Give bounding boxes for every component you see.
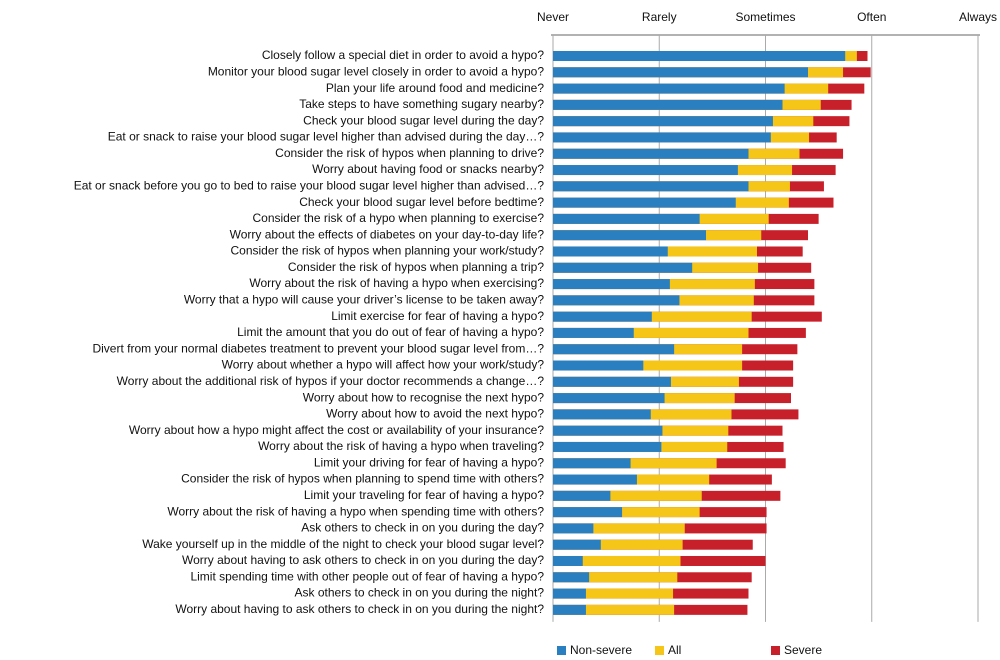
y-tick-label: Worry about the risk of having a hypo wh… xyxy=(249,276,544,290)
y-tick-label: Consider the risk of a hypo when plannin… xyxy=(252,211,544,225)
bar xyxy=(553,425,663,436)
bar xyxy=(553,474,637,485)
bar xyxy=(553,572,590,583)
y-tick-label: Closely follow a special diet in order t… xyxy=(262,48,544,62)
y-tick-label: Worry about the risk of having a hypo wh… xyxy=(258,439,544,453)
bar xyxy=(553,262,693,273)
y-tick-label: Consider the risk of hypos when planning… xyxy=(231,244,545,258)
bar xyxy=(553,83,785,94)
x-tick-label: Never xyxy=(537,10,569,24)
bar xyxy=(553,116,773,127)
bar xyxy=(553,197,736,208)
y-tick-label: Limit the amount that you do out of fear… xyxy=(237,325,544,339)
bar xyxy=(553,441,662,452)
bar xyxy=(553,409,651,420)
y-tick-label: Consider the risk of hypos when planning… xyxy=(275,146,544,160)
y-tick-label: Ask others to check in on you during the… xyxy=(295,586,545,600)
y-tick-label: Divert from your normal diabetes treatme… xyxy=(92,341,544,355)
y-tick-label: Limit your traveling for fear of having … xyxy=(304,488,544,502)
y-tick-label: Worry about the additional risk of hypos… xyxy=(117,374,545,388)
bar xyxy=(553,555,681,566)
bar xyxy=(553,132,771,143)
bar xyxy=(553,311,652,322)
bar xyxy=(553,327,634,338)
y-tick-label: Worry about how to avoid the next hypo? xyxy=(326,407,544,421)
bar xyxy=(553,181,749,192)
y-tick-label: Ask others to check in on you during the… xyxy=(301,521,544,535)
bar xyxy=(553,507,623,518)
bar xyxy=(553,165,738,176)
x-tick-label: Always xyxy=(959,10,997,24)
y-tick-label: Worry about how to recognise the next hy… xyxy=(303,390,545,404)
legend-label: Non-severe xyxy=(570,643,632,657)
y-tick-label: Worry about the risk of having a hypo wh… xyxy=(167,504,544,518)
bar xyxy=(553,344,675,355)
y-tick-label: Worry about how a hypo might affect the … xyxy=(129,423,544,437)
bar xyxy=(553,360,743,371)
bar xyxy=(553,246,668,257)
bar xyxy=(553,279,670,290)
y-tick-label: Take steps to have something sugary near… xyxy=(299,97,544,111)
bar xyxy=(553,507,700,518)
y-tick-label: Limit spending time with other people ou… xyxy=(190,569,544,583)
y-tick-label: Check your blood sugar level before bedt… xyxy=(299,195,544,209)
bar xyxy=(553,523,685,534)
y-tick-label: Consider the risk of hypos when planning… xyxy=(181,472,544,486)
y-tick-label: Consider the risk of hypos when planning… xyxy=(288,260,544,274)
y-tick-label: Worry about whether a hypo will affect h… xyxy=(222,358,545,372)
bar xyxy=(553,588,586,599)
bar xyxy=(553,490,611,501)
x-tick-label: Rarely xyxy=(642,10,677,24)
y-tick-label: Worry that a hypo will cause your driver… xyxy=(184,293,545,307)
y-tick-label: Eat or snack to raise your blood sugar l… xyxy=(108,130,545,144)
bar xyxy=(553,490,702,501)
bar xyxy=(553,213,700,224)
bar xyxy=(553,539,601,550)
y-tick-label: Eat or snack before you go to bed to rai… xyxy=(74,178,545,192)
y-tick-label: Worry about having to ask others to chec… xyxy=(182,553,544,567)
x-tick-label: Sometimes xyxy=(735,10,795,24)
bar xyxy=(553,67,808,78)
bar xyxy=(553,458,717,469)
legend-swatch xyxy=(655,646,664,655)
bar xyxy=(553,51,846,61)
bar xyxy=(553,523,594,534)
bar xyxy=(553,99,783,110)
bar xyxy=(553,539,683,550)
bar xyxy=(553,360,644,371)
bar xyxy=(553,148,749,159)
y-tick-label: Wake yourself up in the middle of the ni… xyxy=(142,537,544,551)
y-tick-label: Check your blood sugar level during the … xyxy=(303,113,544,127)
legend-swatch xyxy=(557,646,566,655)
bar xyxy=(553,604,675,615)
bar xyxy=(553,604,586,615)
bar xyxy=(553,327,749,338)
legend-swatch xyxy=(771,646,780,655)
x-tick-label: Often xyxy=(857,10,886,24)
bar xyxy=(553,393,665,404)
legend-label: Severe xyxy=(784,643,822,657)
bar xyxy=(553,555,583,566)
bar xyxy=(553,588,674,599)
y-tick-label: Limit your driving for fear of having a … xyxy=(314,455,544,469)
y-tick-label: Plan your life around food and medicine? xyxy=(326,81,544,95)
bar xyxy=(553,376,671,387)
bar xyxy=(553,311,752,322)
bar xyxy=(553,572,678,583)
y-tick-label: Worry about having food or snacks nearby… xyxy=(312,162,544,176)
bar xyxy=(553,230,706,241)
y-tick-label: Worry about the effects of diabetes on y… xyxy=(230,227,545,241)
y-tick-label: Limit exercise for fear of having a hypo… xyxy=(331,309,544,323)
bar xyxy=(553,458,631,469)
y-tick-label: Monitor your blood sugar level closely i… xyxy=(208,64,545,78)
y-tick-label: Worry about having to ask others to chec… xyxy=(175,602,544,616)
legend-label: All xyxy=(668,643,681,657)
bar xyxy=(553,295,680,306)
